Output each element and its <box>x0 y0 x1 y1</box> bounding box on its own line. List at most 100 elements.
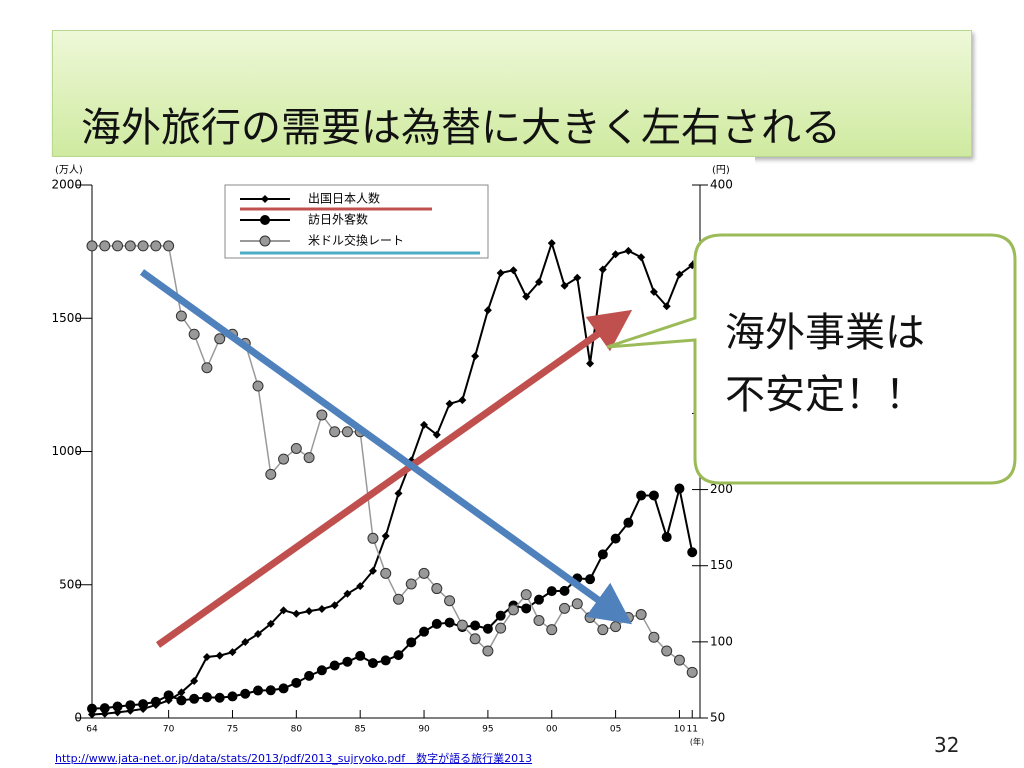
data-point <box>469 633 481 645</box>
data-point <box>393 593 404 605</box>
data-point <box>418 567 430 579</box>
data-point <box>329 426 341 438</box>
data-point <box>329 660 340 671</box>
title-box: 海外旅行の需要は為替に大きく左右される <box>52 30 972 157</box>
x-tick-label: 11 <box>687 725 698 735</box>
data-point <box>559 585 570 596</box>
y2-tick-label: 200 <box>710 482 733 496</box>
x-tick-label: 75 <box>227 725 238 735</box>
legend-label: 訪日外客数 <box>308 212 368 227</box>
data-point <box>546 586 557 597</box>
x-tick-label: 05 <box>610 725 621 735</box>
data-point <box>86 240 98 252</box>
data-point <box>278 683 289 694</box>
legend-marker <box>260 215 270 225</box>
data-point <box>572 573 583 584</box>
x-tick-label: 64 <box>86 725 98 735</box>
x-tick-label: 85 <box>354 725 365 735</box>
data-point <box>177 688 186 697</box>
data-point <box>597 549 608 560</box>
y2-tick-label: 350 <box>710 254 733 268</box>
data-point <box>610 533 621 544</box>
data-point <box>150 240 162 252</box>
data-point <box>482 623 493 634</box>
data-point <box>571 598 583 610</box>
data-point <box>431 583 443 595</box>
data-point <box>265 468 277 480</box>
data-point <box>533 615 545 627</box>
data-point <box>533 594 544 605</box>
y2-tick-label: 400 <box>710 178 733 192</box>
data-point <box>367 658 378 669</box>
callout-line: 海外事業は <box>725 310 925 356</box>
data-point <box>239 337 251 349</box>
data-point <box>201 362 213 374</box>
data-point <box>623 517 634 528</box>
data-point <box>150 696 161 707</box>
data-point <box>636 490 647 501</box>
data-point <box>228 648 237 657</box>
y-tick-label: 1500 <box>51 311 82 325</box>
legend-marker <box>259 235 271 247</box>
data-point <box>661 532 672 543</box>
data-point <box>316 409 328 421</box>
data-point <box>175 310 187 322</box>
data-point <box>124 240 136 252</box>
source-link[interactable]: http://www.jata-net.or.jp/data/stats/201… <box>55 752 533 765</box>
x-axis-label: (年) <box>690 737 704 747</box>
data-point <box>495 610 506 621</box>
data-point <box>341 426 353 438</box>
legend-marker <box>261 195 269 203</box>
data-point <box>585 574 596 585</box>
data-point <box>316 665 327 676</box>
data-point <box>163 690 174 701</box>
x-tick-label: 80 <box>291 725 303 735</box>
data-point <box>648 490 659 501</box>
data-point <box>648 631 660 643</box>
data-point <box>673 654 685 666</box>
data-point <box>507 604 519 616</box>
x-tick-label: 10 <box>674 725 686 735</box>
y-tick-label: 0 <box>74 711 82 725</box>
y-tick-label: 500 <box>59 577 82 591</box>
data-point <box>547 239 556 248</box>
data-point <box>520 589 532 601</box>
data-point <box>431 618 442 629</box>
data-point <box>482 645 494 657</box>
data-point <box>470 620 481 631</box>
data-point <box>163 240 175 252</box>
data-point <box>188 328 200 340</box>
data-point <box>674 483 685 494</box>
data-point <box>227 691 238 702</box>
data-point <box>354 426 366 438</box>
data-point <box>584 611 596 623</box>
data-point <box>214 333 226 345</box>
data-point <box>240 688 251 699</box>
data-point <box>190 676 199 685</box>
data-point <box>393 650 404 661</box>
y-tick-label: 1000 <box>51 444 82 458</box>
slide-title: 海外旅行の需要は為替に大きく左右される <box>81 105 841 151</box>
data-point <box>380 655 391 666</box>
y2-tick-label: 50 <box>710 711 725 725</box>
data-point <box>138 699 149 710</box>
data-point <box>202 652 211 661</box>
data-point <box>99 703 110 714</box>
data-point <box>406 637 417 648</box>
data-point <box>265 685 276 696</box>
data-point <box>456 619 468 631</box>
data-point <box>253 685 264 696</box>
x-tick-label: 70 <box>163 725 175 735</box>
data-point <box>112 701 123 712</box>
data-point <box>290 442 302 454</box>
data-point <box>176 695 187 706</box>
x-tick-label: 00 <box>546 725 558 735</box>
data-point <box>226 328 238 340</box>
y2-tick-label: 150 <box>710 558 733 572</box>
data-point <box>137 240 149 252</box>
data-point <box>622 611 634 623</box>
y-axis-label: (万人) <box>55 164 83 176</box>
data-point <box>112 240 124 252</box>
legend-label: 米ドル交換レート <box>308 233 404 248</box>
data-point <box>380 567 392 579</box>
